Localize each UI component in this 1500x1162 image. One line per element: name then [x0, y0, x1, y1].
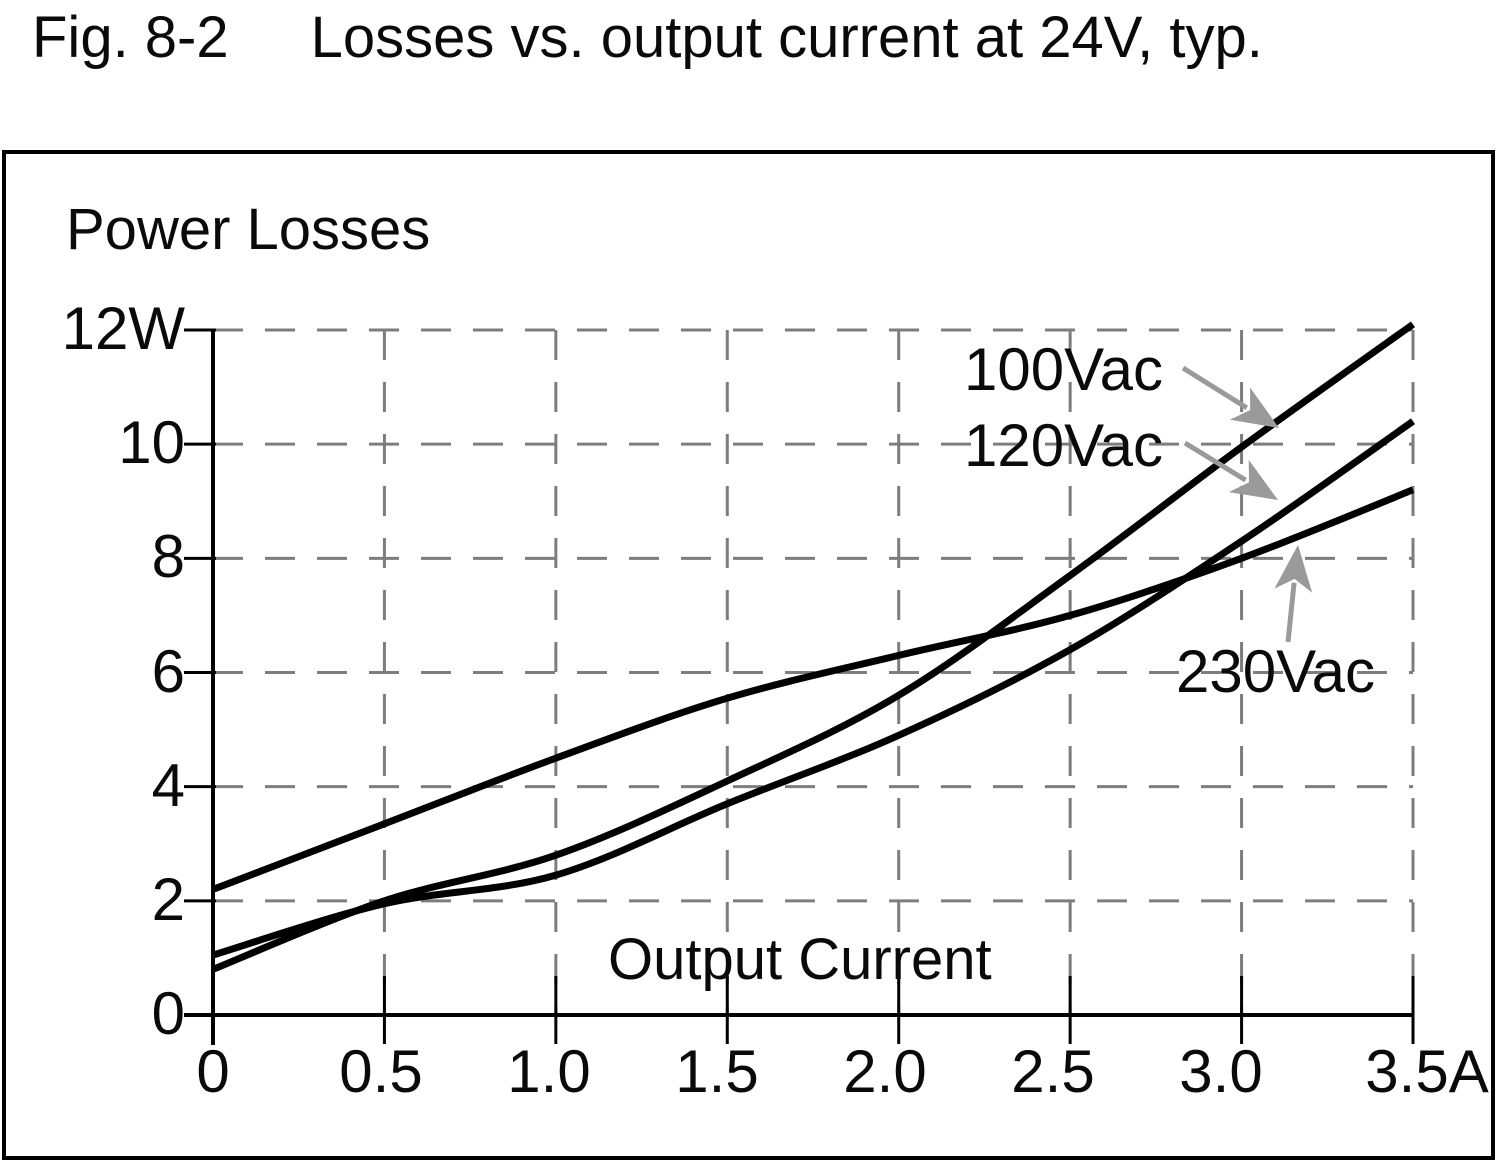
annotation-arrows — [1181, 365, 1313, 643]
annotation-label-230Vac: 230Vac — [1176, 638, 1376, 705]
axes — [184, 330, 1413, 1045]
arrowhead-230 — [1274, 545, 1313, 593]
curve-230Vac — [211, 486, 1415, 893]
x-axis-title: Output Current — [608, 927, 992, 992]
x-tick-label-3.0: 3.0 — [1179, 1038, 1263, 1105]
annotation-label-120Vac: 120Vac — [964, 412, 1164, 479]
figure-caption: Fig. 8-2 Losses vs. output current at 24… — [32, 4, 1263, 71]
arrow-line-120 — [1183, 440, 1247, 483]
arrow-line-230 — [1285, 582, 1297, 643]
x-tick-label-0: 0 — [196, 1038, 230, 1105]
curve-100Vac — [211, 321, 1416, 973]
arrowhead-100 — [1229, 387, 1279, 428]
gridlines — [213, 328, 1415, 1013]
arrowhead-120 — [1228, 459, 1278, 500]
y-axis-title: Power Losses — [66, 197, 431, 262]
y-tick-label-4: 4 — [151, 751, 185, 819]
figure-title: Losses vs. output current at 24V, typ. — [310, 5, 1263, 70]
y-tick-label-0: 0 — [151, 979, 185, 1047]
chart-frame — [2, 150, 1495, 1160]
y-tick-label-8: 8 — [151, 523, 185, 591]
y-tick-label-2: 2 — [151, 865, 185, 933]
x-tick-label-2.0: 2.0 — [843, 1038, 927, 1105]
y-tick-label-10: 10 — [118, 408, 185, 476]
y-tick-label-6: 6 — [151, 637, 185, 705]
x-tick-label-1.5: 1.5 — [675, 1038, 759, 1105]
arrow-line-100 — [1181, 365, 1249, 410]
x-tick-label-2.5: 2.5 — [1011, 1038, 1095, 1105]
y-tick-label-12W: 12W — [61, 294, 185, 362]
x-tick-label-3.5A: 3.5A — [1365, 1038, 1489, 1105]
annotation-label-100Vac: 100Vac — [964, 336, 1164, 403]
tick-marks — [184, 328, 1415, 1044]
figure-number: Fig. 8-2 — [32, 5, 229, 70]
curve-120Vac — [211, 418, 1416, 959]
x-tick-label-0.5: 0.5 — [339, 1038, 423, 1105]
x-tick-label-1.0: 1.0 — [507, 1038, 591, 1105]
